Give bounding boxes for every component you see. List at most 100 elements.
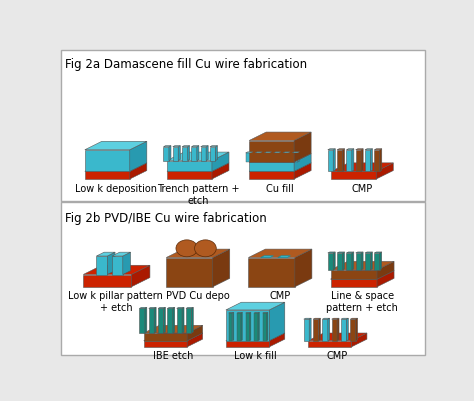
Polygon shape [112,256,123,275]
Polygon shape [191,147,197,160]
Polygon shape [158,308,164,333]
Polygon shape [308,341,351,347]
Polygon shape [294,163,311,179]
Polygon shape [365,149,373,150]
Polygon shape [107,252,115,275]
Polygon shape [212,163,229,179]
Polygon shape [197,146,199,160]
Polygon shape [255,153,260,162]
Polygon shape [350,318,357,319]
Polygon shape [309,318,311,341]
Polygon shape [356,253,361,270]
Polygon shape [166,257,213,287]
Polygon shape [328,150,333,171]
Polygon shape [331,171,376,179]
Polygon shape [356,318,357,341]
Polygon shape [292,153,298,162]
Text: Fig 2b PVD/IBE Cu wire fabrication: Fig 2b PVD/IBE Cu wire fabrication [65,212,267,225]
Polygon shape [343,252,345,270]
Polygon shape [226,302,285,310]
Polygon shape [85,163,147,171]
Polygon shape [210,147,215,160]
Text: CMP: CMP [270,292,291,302]
Polygon shape [269,333,285,347]
Polygon shape [130,163,147,179]
Polygon shape [213,249,230,287]
Polygon shape [337,252,345,253]
Polygon shape [273,152,281,153]
Polygon shape [264,153,270,162]
Polygon shape [332,319,337,341]
Polygon shape [330,261,394,270]
Polygon shape [337,253,343,270]
Polygon shape [254,312,259,313]
Polygon shape [177,308,182,333]
Polygon shape [332,318,339,319]
Polygon shape [226,333,285,341]
Polygon shape [228,312,234,313]
Polygon shape [350,319,356,341]
Polygon shape [341,319,346,341]
Polygon shape [112,252,130,256]
Polygon shape [328,149,335,150]
Polygon shape [85,141,147,150]
Polygon shape [182,308,184,333]
Polygon shape [201,147,206,160]
Polygon shape [374,252,382,253]
Polygon shape [298,152,300,162]
Polygon shape [377,261,394,279]
Text: Low k deposition: Low k deposition [75,184,157,194]
Polygon shape [123,252,130,275]
Polygon shape [187,333,202,347]
Polygon shape [186,308,191,333]
Polygon shape [270,152,272,162]
Polygon shape [96,252,115,256]
Polygon shape [331,163,393,171]
Text: Line & space
pattern + etch: Line & space pattern + etch [326,292,398,313]
Polygon shape [258,312,259,341]
Text: Cu fill: Cu fill [266,184,294,194]
Polygon shape [292,152,300,153]
Polygon shape [346,252,354,253]
Polygon shape [167,160,212,171]
Polygon shape [380,149,382,171]
Polygon shape [351,333,367,347]
Polygon shape [319,318,320,341]
Polygon shape [365,150,370,171]
Polygon shape [337,149,345,150]
Polygon shape [85,171,130,179]
Polygon shape [346,318,348,341]
Polygon shape [328,252,335,253]
Polygon shape [249,140,294,162]
Polygon shape [365,253,370,270]
Polygon shape [164,147,169,160]
Polygon shape [313,319,319,341]
Polygon shape [166,249,230,257]
Polygon shape [273,153,279,162]
Polygon shape [322,318,330,319]
Polygon shape [330,279,377,287]
Polygon shape [173,146,180,147]
Polygon shape [356,252,363,253]
Polygon shape [330,270,377,279]
Polygon shape [283,152,290,153]
Polygon shape [278,256,291,257]
Polygon shape [232,312,234,341]
Polygon shape [308,333,367,341]
Polygon shape [346,149,354,150]
Polygon shape [149,308,154,333]
Polygon shape [313,318,320,319]
Polygon shape [182,146,190,147]
Polygon shape [269,302,285,341]
Polygon shape [374,149,382,150]
Text: CMP: CMP [352,184,373,194]
Polygon shape [191,308,193,333]
Polygon shape [249,171,294,179]
Polygon shape [96,256,107,275]
Polygon shape [328,318,330,341]
Polygon shape [304,319,309,341]
Polygon shape [226,310,269,341]
Polygon shape [249,163,311,171]
Polygon shape [361,149,363,171]
Text: Fig 2a Damascene fill Cu wire fabrication: Fig 2a Damascene fill Cu wire fabricatio… [65,58,308,71]
